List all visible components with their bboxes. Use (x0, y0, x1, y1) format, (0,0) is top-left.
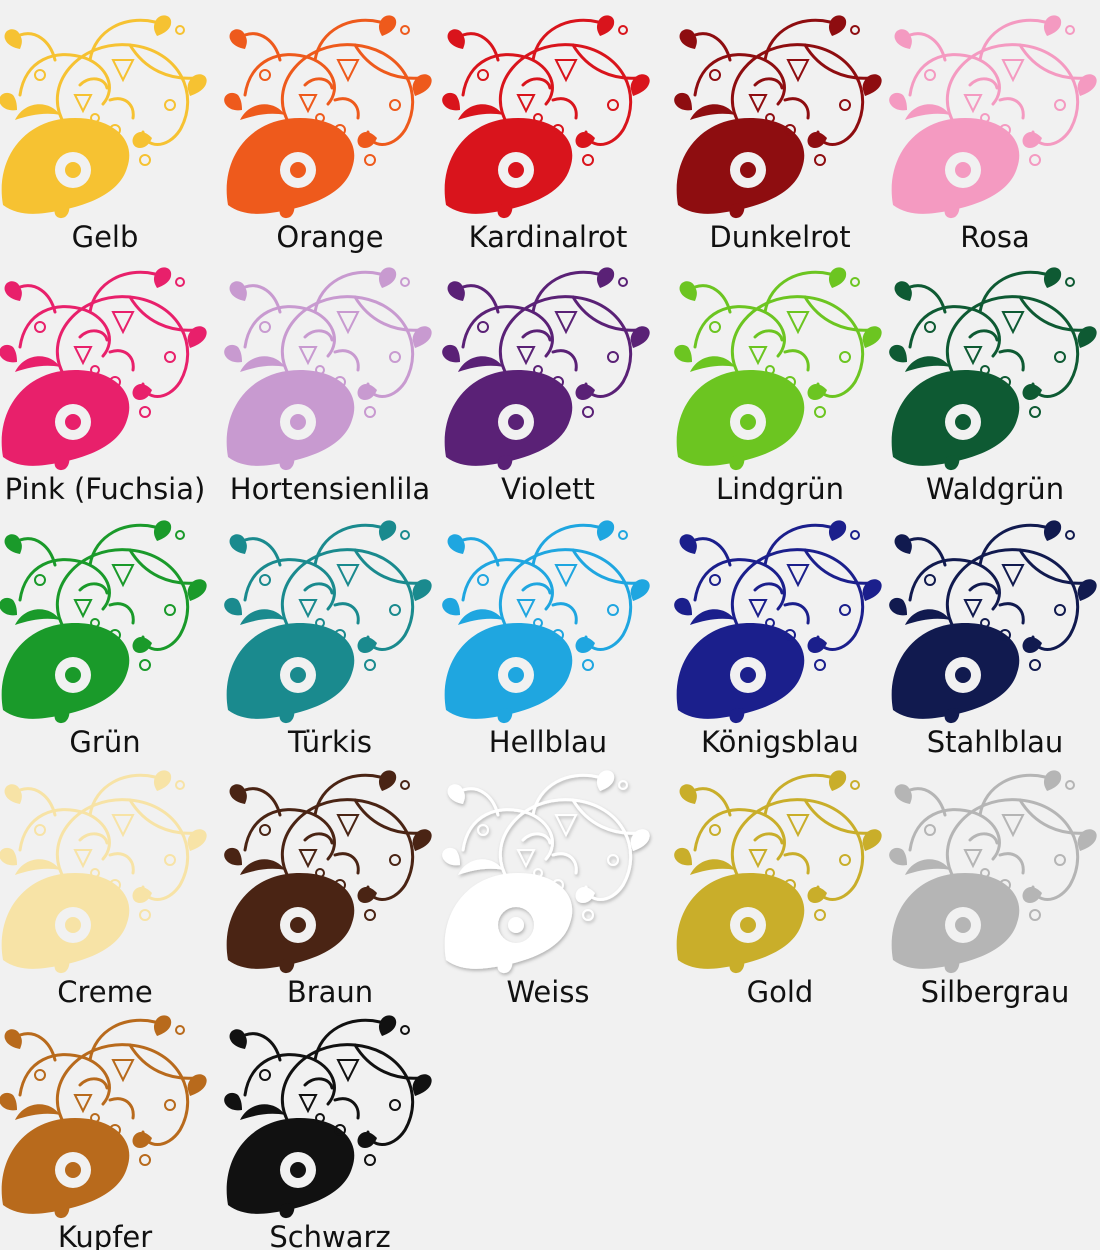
color-label: Dunkelrot (709, 220, 850, 254)
ornament (672, 518, 884, 725)
ornament (0, 13, 209, 220)
color-label: Braun (287, 975, 373, 1009)
color-label: Rosa (960, 220, 1029, 254)
color-label: Türkis (287, 725, 372, 759)
ornament (440, 768, 652, 975)
color-label: Silbergrau (921, 975, 1070, 1009)
ornament (0, 265, 209, 472)
ornament (887, 265, 1099, 472)
color-label: Kardinalrot (469, 220, 628, 254)
ornament (672, 265, 884, 472)
ornament (440, 13, 652, 220)
color-label: Weiss (506, 975, 589, 1009)
color-label: Königsblau (701, 725, 859, 759)
ornament (222, 13, 434, 220)
ornament (0, 518, 209, 725)
color-label: Orange (276, 220, 383, 254)
ornament (222, 768, 434, 975)
color-label: Grün (69, 725, 140, 759)
color-label: Schwarz (269, 1220, 390, 1250)
color-label: Gold (747, 975, 814, 1009)
ornament (0, 768, 209, 975)
color-label: Gelb (72, 220, 139, 254)
color-label: Kupfer (58, 1220, 152, 1250)
color-label: Waldgrün (926, 472, 1064, 506)
color-label: Violett (501, 472, 595, 506)
ornament (222, 1013, 434, 1220)
color-label: Hortensienlila (230, 472, 430, 506)
ornament (672, 768, 884, 975)
color-label: Stahlblau (927, 725, 1064, 759)
color-label: Creme (57, 975, 152, 1009)
ornament (0, 1013, 209, 1220)
ornament (440, 265, 652, 472)
color-label: Hellblau (489, 725, 607, 759)
color-label: Lindgrün (716, 472, 844, 506)
ornament (440, 518, 652, 725)
ornament (222, 265, 434, 472)
ornament (672, 13, 884, 220)
ornament (887, 13, 1099, 220)
ornament (222, 518, 434, 725)
ornament (887, 518, 1099, 725)
color-label: Pink (Fuchsia) (5, 472, 206, 506)
ornament (887, 768, 1099, 975)
